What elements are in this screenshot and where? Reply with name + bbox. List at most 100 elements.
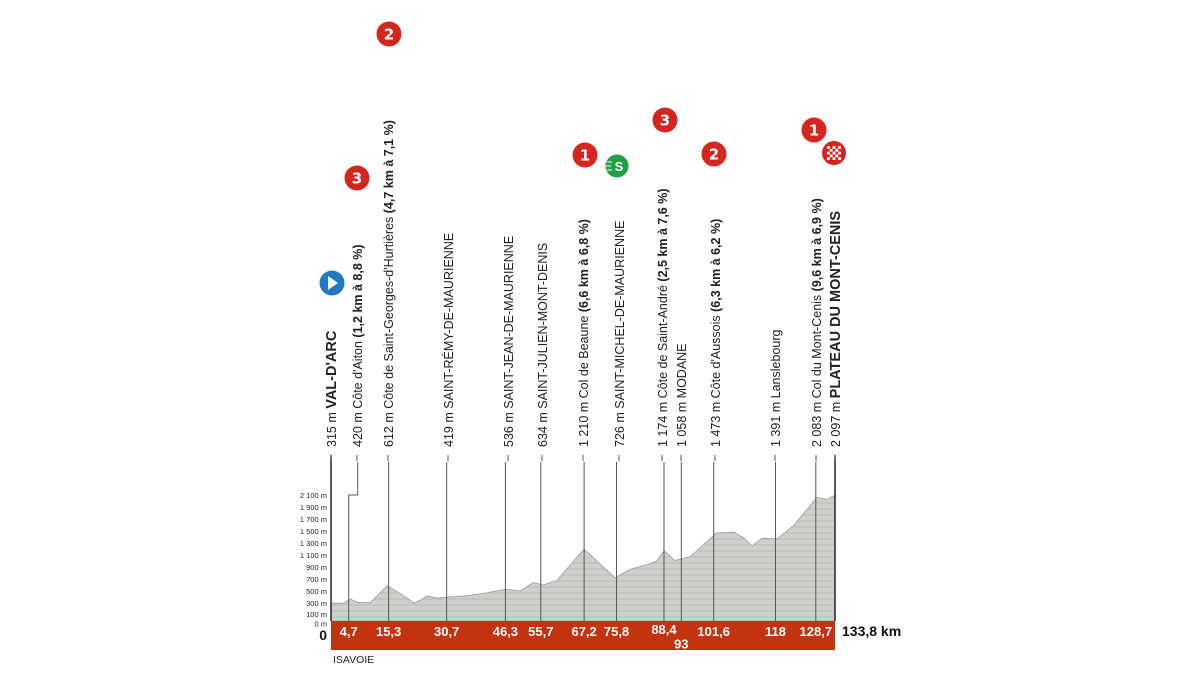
point-marker-line <box>348 462 359 621</box>
checker-square <box>827 146 830 149</box>
point-elevation: 1 473 m <box>709 402 723 447</box>
climb-category-3-icon: 3 <box>344 165 370 191</box>
checker-square <box>835 148 839 152</box>
point-name: Col de Beaune <box>577 316 591 399</box>
sprint-circle <box>605 154 629 178</box>
point-name: MODANE <box>675 343 689 398</box>
category-number: 3 <box>352 170 362 188</box>
sprint-letter: S <box>615 159 624 174</box>
climb-category-2-icon: 2 <box>701 141 727 167</box>
region-label: ISAVOIE <box>333 654 374 666</box>
category-number: 1 <box>809 122 819 140</box>
finish-flag-icon <box>822 141 846 165</box>
point-name: Côte de Saint-André <box>656 285 670 398</box>
climb-stats: (1,2 km à 8,8 %) <box>351 244 365 337</box>
km-label: 75,8 <box>604 624 629 639</box>
point-elevation: 1 058 m <box>675 402 689 447</box>
point-elevation: 420 m <box>351 412 365 447</box>
checker-square <box>838 146 841 149</box>
km-label: 55,7 <box>528 624 553 639</box>
point-name: SAINT-RÉMY-DE-MAURIENNE <box>441 233 456 409</box>
point-name: Côte d'Aussois <box>709 315 723 398</box>
checker-square <box>838 157 841 160</box>
point-elevation: 612 m <box>382 412 396 447</box>
point-label: 726 m SAINT-MICHEL-DE-MAURIENNE <box>613 221 627 447</box>
climb-stats: (6,6 km à 6,8 %) <box>577 219 591 312</box>
point-label: 536 m SAINT-JEAN-DE-MAURIENNE <box>502 236 516 447</box>
checker-square <box>827 157 830 160</box>
category-number: 2 <box>709 146 719 164</box>
point-label: 315 m VAL-D'ARC <box>324 330 340 447</box>
point-elevation: 1 391 m <box>769 402 783 447</box>
sprint-icon: S <box>605 154 629 178</box>
point-label: 1 174 m Côte de Saint-André (2,5 km à 7,… <box>656 188 670 447</box>
climb-stats: (2,5 km à 7,6 %) <box>656 188 670 281</box>
y-tick-label: 0 m <box>314 620 327 629</box>
speed-lines <box>606 161 612 171</box>
climb-category-1-icon: 1 <box>572 142 598 168</box>
point-elevation: 536 m <box>502 412 516 447</box>
finish-km-label: 133,8 km <box>842 623 901 639</box>
climb-stats: (6,3 km à 6,2 %) <box>709 219 723 312</box>
point-name: SAINT-JEAN-DE-MAURIENNE <box>502 236 516 409</box>
y-tick-label: 300 m <box>306 599 327 608</box>
point-elevation: 1 210 m <box>577 402 591 447</box>
point-label: 634 m SAINT-JULIEN-MONT-DENIS <box>536 243 550 447</box>
point-name: Lanslebourg <box>769 329 783 398</box>
climb-category-2-icon: 2 <box>376 21 402 47</box>
point-name: VAL-D'ARC <box>324 330 340 409</box>
km-label: 67,2 <box>571 624 596 639</box>
point-name: Côte de Saint-Georges-d'Hurtières <box>382 217 396 409</box>
checker-square <box>835 154 839 158</box>
y-tick-label: 900 m <box>306 563 327 572</box>
km-label: 15,3 <box>376 624 401 639</box>
km-label: 46,3 <box>493 624 518 639</box>
y-tick-label: 1 300 m <box>300 539 327 548</box>
point-elevation: 2 097 m <box>829 402 843 447</box>
km-label: 88,4 <box>651 622 677 637</box>
point-label: 612 m Côte de Saint-Georges-d'Hurtières … <box>382 120 396 447</box>
badge-circle <box>701 141 727 167</box>
distance-band <box>331 621 835 650</box>
play-triangle <box>328 276 338 290</box>
point-name: PLATEAU DU MONT-CENIS <box>828 211 844 399</box>
y-tick-label: 1 700 m <box>300 515 327 524</box>
y-tick-label: 500 m <box>306 587 327 596</box>
checker-square <box>832 146 836 149</box>
point-name: Côte d'Aiton <box>351 341 365 409</box>
point-name: SAINT-JULIEN-MONT-DENIS <box>536 243 550 409</box>
checker-square <box>829 148 833 152</box>
point-label: 420 m Côte d'Aiton (1,2 km à 8,8 %) <box>351 244 365 447</box>
y-tick-label: 2 100 m <box>300 491 327 500</box>
y-tick-label: 700 m <box>306 575 327 584</box>
checker-square <box>832 151 836 155</box>
point-label: 1 210 m Col de Beaune (6,6 km à 6,8 %) <box>577 219 591 447</box>
climb-stats: (9,6 km à 6,9 %) <box>810 198 824 291</box>
point-elevation: 419 m <box>442 412 456 447</box>
point-elevation: 1 174 m <box>656 402 670 447</box>
km-label: 101,6 <box>697 624 730 639</box>
checker-square <box>838 151 841 155</box>
point-name: SAINT-MICHEL-DE-MAURIENNE <box>613 221 627 409</box>
badge-circle <box>652 107 678 133</box>
km-label: 118 <box>765 624 786 639</box>
km-label: 128,7 <box>800 624 833 639</box>
checker-square <box>827 151 830 155</box>
category-number: 3 <box>660 112 670 130</box>
start-km-label: 0 <box>319 627 327 643</box>
category-number: 1 <box>580 147 590 165</box>
point-elevation: 2 083 m <box>810 402 824 447</box>
badge-circle <box>801 117 827 143</box>
badge-circle <box>376 21 402 47</box>
km-label: 93 <box>674 637 688 652</box>
climb-stats: (4,7 km à 7,1 %) <box>382 120 396 213</box>
point-elevation: 634 m <box>536 412 550 447</box>
point-elevation: 726 m <box>613 412 627 447</box>
point-label: 419 m SAINT-RÉMY-DE-MAURIENNE <box>441 233 456 447</box>
km-label: 30,7 <box>434 624 459 639</box>
start-icon <box>319 270 345 296</box>
climb-category-1-icon: 1 <box>801 117 827 143</box>
point-elevation: 315 m <box>325 412 339 447</box>
km-label: 4,7 <box>340 624 358 639</box>
